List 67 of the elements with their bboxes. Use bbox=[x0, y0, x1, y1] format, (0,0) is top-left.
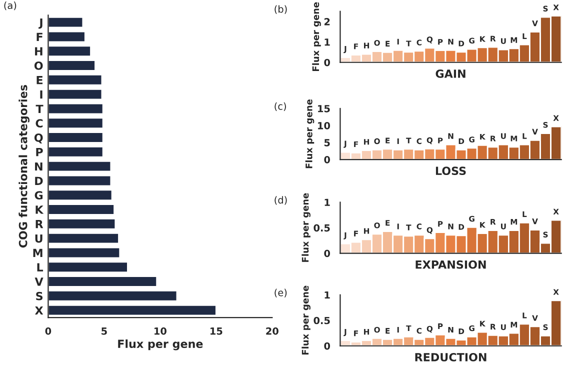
text: (c) bbox=[274, 102, 286, 112]
y-tick-label: 0.5 bbox=[314, 224, 330, 232]
x-tick-label: 15 bbox=[210, 328, 222, 335]
y-tick-label: 15 bbox=[318, 105, 330, 112]
x-axis-title: LOSS bbox=[436, 166, 466, 176]
bar bbox=[48, 232, 120, 244]
text: (e) bbox=[274, 288, 287, 298]
bar bbox=[48, 304, 217, 316]
y-tick-label: P bbox=[36, 148, 43, 156]
y-tick-label: 0 bbox=[324, 156, 330, 164]
y-tick-label: S bbox=[36, 292, 43, 300]
x-axis-title: EXPANSION bbox=[416, 260, 486, 269]
y-tick-label: N bbox=[35, 162, 42, 171]
bar bbox=[48, 30, 86, 43]
bar bbox=[48, 60, 96, 72]
y-tick-label: O bbox=[34, 61, 43, 70]
bar bbox=[48, 290, 178, 302]
y-axis-title: Flux per gene bbox=[302, 193, 310, 262]
text: (b) bbox=[274, 5, 287, 14]
bar bbox=[48, 246, 121, 259]
bar bbox=[48, 117, 104, 129]
y-tick-label: T bbox=[36, 104, 44, 113]
bar bbox=[48, 174, 112, 187]
x-axis-title: REDUCTION bbox=[415, 353, 486, 362]
bar bbox=[48, 189, 113, 201]
x-tick-label: 10 bbox=[154, 327, 166, 335]
y-axis-title: Flux per gene bbox=[302, 286, 310, 355]
bar bbox=[48, 102, 104, 115]
y-tick-label: 0 bbox=[324, 342, 330, 350]
y-tick-label: 0.5 bbox=[314, 316, 330, 324]
bar bbox=[48, 204, 115, 216]
x-axis-title: Flux per gene bbox=[118, 339, 203, 350]
bar bbox=[48, 261, 128, 273]
y-axis-title: COG functional categories bbox=[18, 85, 30, 248]
bar bbox=[48, 276, 158, 288]
y-tick-label: X bbox=[34, 306, 44, 315]
y-tick-label: V bbox=[34, 278, 44, 286]
text: (d) bbox=[274, 196, 287, 205]
y-tick-label: 1 bbox=[324, 38, 330, 46]
y-tick-label: E bbox=[36, 76, 43, 84]
y-tick-label: 1 bbox=[324, 198, 330, 206]
bar bbox=[48, 218, 116, 230]
y-tick-label: M bbox=[33, 248, 42, 257]
bar bbox=[48, 88, 103, 100]
y-axis-title: Flux per gene bbox=[312, 2, 321, 72]
x-tick-label: 20 bbox=[266, 327, 278, 335]
y-tick-label: 1 bbox=[324, 291, 330, 299]
y-tick-label: L bbox=[37, 263, 44, 272]
bar bbox=[48, 74, 103, 86]
y-tick-label: 0 bbox=[324, 250, 330, 258]
y-tick-label: G bbox=[34, 191, 43, 200]
bar bbox=[48, 146, 104, 158]
text: (a) bbox=[4, 2, 16, 10]
y-tick-label: D bbox=[35, 176, 43, 185]
y-tick-label: 10 bbox=[318, 122, 330, 130]
y-axis-title: Flux per gene bbox=[305, 99, 314, 168]
y-tick-label: J bbox=[38, 18, 42, 29]
y-tick-label: 0 bbox=[324, 58, 330, 66]
y-tick-label: 2 bbox=[324, 18, 330, 26]
y-tick-label: I bbox=[40, 90, 42, 99]
bar bbox=[48, 45, 92, 57]
bar bbox=[48, 16, 84, 28]
x-axis-title: GAIN bbox=[436, 70, 466, 78]
bar bbox=[48, 132, 104, 144]
bar bbox=[48, 160, 112, 172]
x-tick-label: 0 bbox=[45, 327, 52, 335]
x-tick-label: 5 bbox=[102, 328, 107, 335]
